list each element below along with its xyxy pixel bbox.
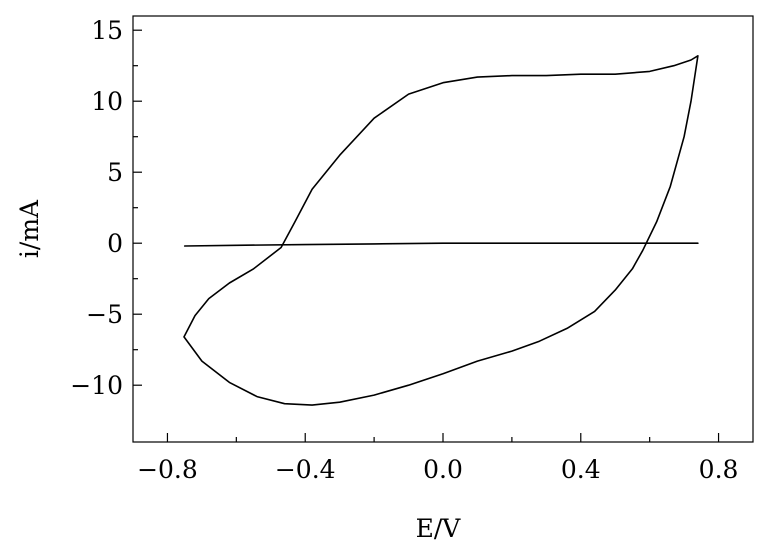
x-axis-title: E/V: [416, 514, 462, 543]
y-tick-label: 0: [107, 229, 123, 258]
y-tick-label: 15: [91, 16, 123, 45]
x-tick-label: −0.8: [137, 455, 198, 484]
y-tick-label: 5: [107, 158, 123, 187]
series-line-1: [183, 242, 699, 247]
x-axis: −0.8 −0.4 0.0 0.4 0.8: [137, 433, 738, 484]
x-tick-label: 0.0: [423, 455, 463, 484]
x-tick-label: 0.8: [699, 455, 739, 484]
y-tick-label: −5: [86, 300, 123, 329]
data-curves: [183, 54, 699, 406]
plot-frame: [132, 15, 754, 443]
x-tick-label: 0.4: [561, 455, 601, 484]
y-axis-title: i/mA: [15, 199, 44, 258]
y-tick-label: 10: [91, 87, 123, 116]
y-axis: −10 −5 0 5 10 15: [70, 16, 142, 400]
series-line-2: [183, 54, 699, 406]
x-tick-label: −0.4: [275, 455, 336, 484]
y-tick-label: −10: [70, 371, 123, 400]
